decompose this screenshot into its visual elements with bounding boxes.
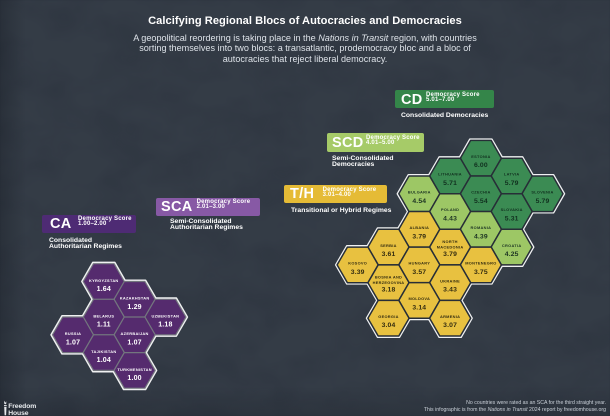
svg-text:3.39: 3.39 xyxy=(351,269,365,276)
svg-text:3.79: 3.79 xyxy=(412,233,426,240)
svg-text:MONTENEGRO: MONTENEGRO xyxy=(465,261,496,266)
svg-text:BOSNIA AND: BOSNIA AND xyxy=(375,275,402,280)
svg-text:KAZAKHSTAN: KAZAKHSTAN xyxy=(120,296,150,301)
svg-text:MOLDOVA: MOLDOVA xyxy=(408,296,430,301)
svg-text:NORTH: NORTH xyxy=(442,239,457,244)
svg-text:RUSSIA: RUSSIA xyxy=(65,331,82,336)
svg-text:AZERBAIJAN: AZERBAIJAN xyxy=(121,331,149,336)
svg-text:HERZEGOVINA: HERZEGOVINA xyxy=(373,280,405,285)
svg-text:4.43: 4.43 xyxy=(443,216,457,223)
svg-text:LATVIA: LATVIA xyxy=(504,172,520,177)
svg-text:HUNGARY: HUNGARY xyxy=(408,261,430,266)
svg-text:3.14: 3.14 xyxy=(412,304,426,311)
svg-text:3.07: 3.07 xyxy=(443,322,457,329)
svg-text:ESTONIA: ESTONIA xyxy=(471,154,490,159)
svg-text:1.04: 1.04 xyxy=(97,357,111,364)
svg-text:5.79: 5.79 xyxy=(505,180,519,187)
svg-text:1.07: 1.07 xyxy=(127,339,141,346)
svg-text:1.29: 1.29 xyxy=(127,304,141,311)
svg-text:SERBIA: SERBIA xyxy=(380,243,397,248)
svg-text:POLAND: POLAND xyxy=(441,207,459,212)
svg-text:GEORGIA: GEORGIA xyxy=(378,314,398,319)
svg-text:3.75: 3.75 xyxy=(474,269,488,276)
svg-text:SLOVAKIA: SLOVAKIA xyxy=(501,207,523,212)
svg-text:CZECHIA: CZECHIA xyxy=(471,190,490,195)
svg-text:KOSOVO: KOSOVO xyxy=(348,261,367,266)
svg-text:1.11: 1.11 xyxy=(97,322,111,329)
svg-text:6.00: 6.00 xyxy=(474,162,488,169)
svg-text:ARMENIA: ARMENIA xyxy=(440,314,460,319)
svg-text:3.43: 3.43 xyxy=(443,287,457,294)
svg-text:KYRGYZSTAN: KYRGYZSTAN xyxy=(89,278,119,283)
svg-text:4.54: 4.54 xyxy=(412,198,426,205)
svg-text:UKRAINE: UKRAINE xyxy=(440,278,460,283)
svg-text:5.31: 5.31 xyxy=(505,216,519,223)
svg-text:3.79: 3.79 xyxy=(443,251,457,258)
svg-text:SLOVENIA: SLOVENIA xyxy=(531,190,553,195)
svg-text:3.61: 3.61 xyxy=(382,251,396,258)
svg-text:4.25: 4.25 xyxy=(505,251,519,258)
svg-text:3.18: 3.18 xyxy=(382,287,396,294)
svg-text:UZBEKISTAN: UZBEKISTAN xyxy=(152,314,180,319)
svg-text:1.07: 1.07 xyxy=(66,339,80,346)
svg-text:ALBANIA: ALBANIA xyxy=(409,225,429,230)
svg-text:1.00: 1.00 xyxy=(127,375,141,382)
svg-text:BELARUS: BELARUS xyxy=(93,314,114,319)
svg-text:3.57: 3.57 xyxy=(412,269,426,276)
svg-text:TAJIKISTAN: TAJIKISTAN xyxy=(91,349,116,354)
svg-text:4.39: 4.39 xyxy=(474,233,488,240)
svg-text:LITHUANIA: LITHUANIA xyxy=(438,172,462,177)
svg-text:CROATIA: CROATIA xyxy=(502,243,522,248)
svg-text:1.64: 1.64 xyxy=(97,286,111,293)
svg-text:TURKMENISTAN: TURKMENISTAN xyxy=(117,367,151,372)
svg-text:Freedom: Freedom xyxy=(8,403,36,410)
svg-text:BULGARIA: BULGARIA xyxy=(408,190,431,195)
svg-text:ROMANIA: ROMANIA xyxy=(471,225,492,230)
svg-text:1.18: 1.18 xyxy=(158,322,172,329)
svg-text:MACEDONIA: MACEDONIA xyxy=(437,244,464,249)
svg-text:5.79: 5.79 xyxy=(536,198,550,205)
svg-text:5.71: 5.71 xyxy=(443,180,457,187)
svg-text:3.04: 3.04 xyxy=(382,322,396,329)
svg-text:House: House xyxy=(8,410,29,416)
svg-text:5.54: 5.54 xyxy=(474,198,488,205)
